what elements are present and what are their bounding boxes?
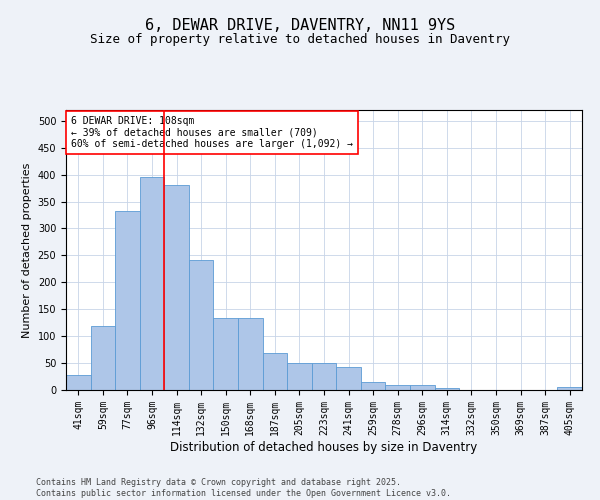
Bar <box>361 382 385 390</box>
Bar <box>189 260 214 390</box>
Text: Contains HM Land Registry data © Crown copyright and database right 2025.
Contai: Contains HM Land Registry data © Crown c… <box>36 478 451 498</box>
Bar <box>385 384 410 390</box>
Bar <box>263 354 287 390</box>
Text: 6 DEWAR DRIVE: 108sqm
← 39% of detached houses are smaller (709)
60% of semi-det: 6 DEWAR DRIVE: 108sqm ← 39% of detached … <box>71 116 353 149</box>
Bar <box>164 186 189 390</box>
Bar <box>66 375 91 390</box>
Bar <box>557 387 582 390</box>
Bar <box>91 326 115 390</box>
Y-axis label: Number of detached properties: Number of detached properties <box>22 162 32 338</box>
Bar <box>312 363 336 390</box>
Bar <box>434 388 459 390</box>
Bar <box>410 384 434 390</box>
Bar <box>140 178 164 390</box>
Bar <box>336 368 361 390</box>
Bar <box>287 363 312 390</box>
Text: Size of property relative to detached houses in Daventry: Size of property relative to detached ho… <box>90 32 510 46</box>
Bar <box>214 318 238 390</box>
Bar <box>238 318 263 390</box>
X-axis label: Distribution of detached houses by size in Daventry: Distribution of detached houses by size … <box>170 440 478 454</box>
Bar <box>115 211 140 390</box>
Text: 6, DEWAR DRIVE, DAVENTRY, NN11 9YS: 6, DEWAR DRIVE, DAVENTRY, NN11 9YS <box>145 18 455 32</box>
